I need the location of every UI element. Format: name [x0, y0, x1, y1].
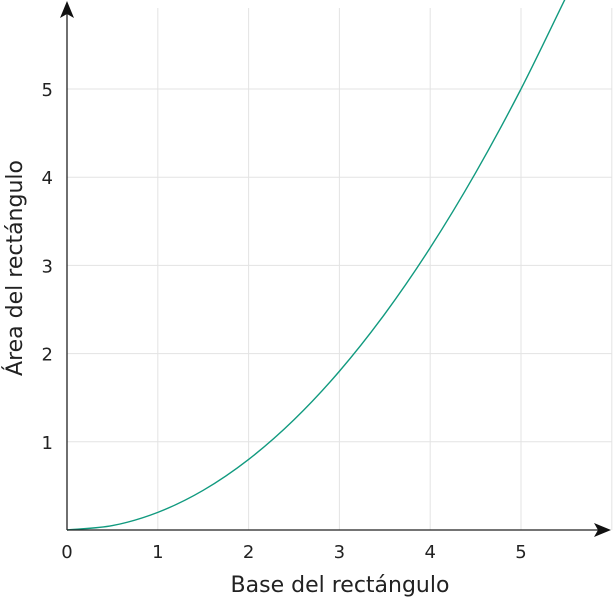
- x-tick-label: 3: [334, 542, 345, 563]
- y-tick-label: 5: [42, 80, 53, 101]
- y-axis-arrow-icon: [60, 1, 74, 18]
- x-tick-label: 5: [515, 542, 526, 563]
- y-axis-title: Área del rectángulo: [2, 160, 28, 376]
- tick-labels: 0 1 2 3 4 5 1 2 3 4 5: [42, 80, 527, 563]
- x-tick-label: 2: [243, 542, 254, 563]
- plot-area: [66, 0, 566, 531]
- grid: [67, 8, 613, 530]
- series-line: [66, 0, 566, 531]
- y-tick-label: 4: [42, 168, 53, 189]
- axes: [60, 1, 611, 537]
- y-tick-label: 2: [42, 345, 53, 366]
- x-tick-label: 1: [152, 542, 163, 563]
- y-tick-label: 1: [42, 433, 53, 454]
- x-axis-arrow-icon: [594, 523, 611, 537]
- y-tick-label: 3: [42, 256, 53, 277]
- x-axis-title: Base del rectángulo: [231, 573, 450, 598]
- x-tick-label: 0: [61, 542, 72, 563]
- x-tick-label: 4: [424, 542, 435, 563]
